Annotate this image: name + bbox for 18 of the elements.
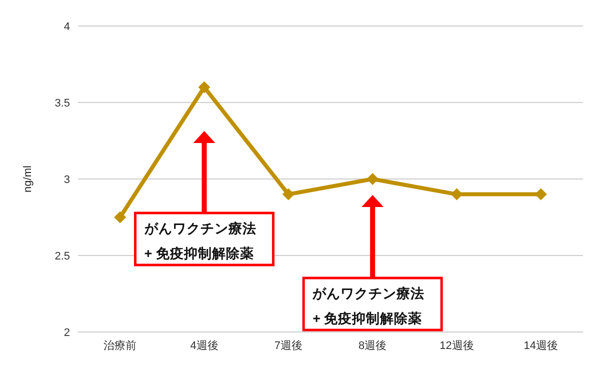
point (114, 211, 126, 224)
x-tick-label: 4週後 (190, 340, 218, 352)
y-tick-label: 2 (64, 327, 70, 339)
y-axis-title: ng/ml (22, 166, 34, 192)
x-tick-label: 8週後 (358, 340, 387, 352)
x-tick-label: 7週後 (274, 340, 302, 352)
x-tick-label: 14週後 (524, 340, 558, 352)
annotation: がんワクチン療法 + 免疫抑制解除薬 (143, 220, 256, 261)
point (366, 173, 379, 185)
y-tick-label: 3 (64, 174, 70, 186)
x-tick-label: 治療前 (104, 339, 137, 352)
y-tick-label: 3.5 (54, 98, 70, 110)
annotation: がんワクチン療法 + 免疫抑制解除薬 (312, 285, 425, 326)
point (282, 188, 294, 200)
y-tick-label: 4 (64, 21, 70, 33)
y-tick-label: 2.5 (54, 250, 70, 262)
x-tick-label: 12週後 (440, 340, 474, 352)
point (198, 81, 210, 94)
